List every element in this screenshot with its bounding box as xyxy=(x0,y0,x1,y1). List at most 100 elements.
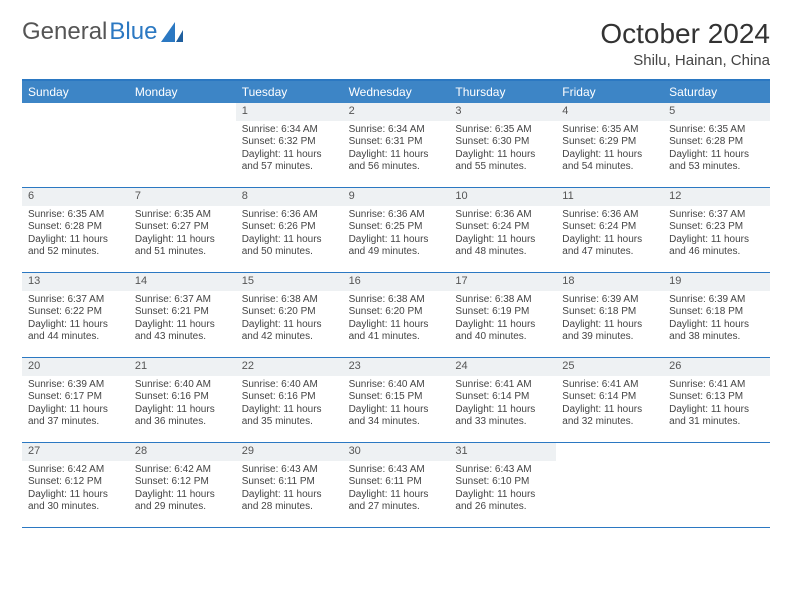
day-header: Wednesday xyxy=(343,81,450,103)
sunset-text: Sunset: 6:14 PM xyxy=(562,391,657,404)
day-number: 30 xyxy=(343,443,450,461)
sunset-text: Sunset: 6:17 PM xyxy=(28,391,123,404)
day-number: 6 xyxy=(22,188,129,206)
sunrise-text: Sunrise: 6:37 AM xyxy=(135,294,230,307)
calendar-cell: 16Sunrise: 6:38 AMSunset: 6:20 PMDayligh… xyxy=(343,273,450,357)
sunrise-text: Sunrise: 6:43 AM xyxy=(349,464,444,477)
day-header: Saturday xyxy=(663,81,770,103)
sunset-text: Sunset: 6:12 PM xyxy=(135,476,230,489)
daylight-text: Daylight: 11 hours and 51 minutes. xyxy=(135,234,230,259)
location: Shilu, Hainan, China xyxy=(600,52,770,69)
calendar-cell: 17Sunrise: 6:38 AMSunset: 6:19 PMDayligh… xyxy=(449,273,556,357)
calendar-cell: 13Sunrise: 6:37 AMSunset: 6:22 PMDayligh… xyxy=(22,273,129,357)
cell-body: Sunrise: 6:34 AMSunset: 6:31 PMDaylight:… xyxy=(343,121,450,180)
sunrise-text: Sunrise: 6:40 AM xyxy=(135,379,230,392)
sunrise-text: Sunrise: 6:39 AM xyxy=(28,379,123,392)
day-number: 18 xyxy=(556,273,663,291)
calendar-cell: 26Sunrise: 6:41 AMSunset: 6:13 PMDayligh… xyxy=(663,358,770,442)
cell-body: Sunrise: 6:41 AMSunset: 6:13 PMDaylight:… xyxy=(663,376,770,435)
calendar-cell: 23Sunrise: 6:40 AMSunset: 6:15 PMDayligh… xyxy=(343,358,450,442)
day-number: 17 xyxy=(449,273,556,291)
sunset-text: Sunset: 6:29 PM xyxy=(562,136,657,149)
sunrise-text: Sunrise: 6:39 AM xyxy=(562,294,657,307)
cell-body: Sunrise: 6:35 AMSunset: 6:28 PMDaylight:… xyxy=(22,206,129,265)
calendar-cell: 24Sunrise: 6:41 AMSunset: 6:14 PMDayligh… xyxy=(449,358,556,442)
calendar-cell: 3Sunrise: 6:35 AMSunset: 6:30 PMDaylight… xyxy=(449,103,556,187)
day-number: 20 xyxy=(22,358,129,376)
logo-text-2: Blue xyxy=(109,18,157,46)
day-header: Monday xyxy=(129,81,236,103)
day-number: 8 xyxy=(236,188,343,206)
sunrise-text: Sunrise: 6:37 AM xyxy=(669,209,764,222)
day-number: 13 xyxy=(22,273,129,291)
calendar-cell: 7Sunrise: 6:35 AMSunset: 6:27 PMDaylight… xyxy=(129,188,236,272)
sunrise-text: Sunrise: 6:36 AM xyxy=(562,209,657,222)
daylight-text: Daylight: 11 hours and 33 minutes. xyxy=(455,404,550,429)
calendar-cell xyxy=(663,443,770,527)
daylight-text: Daylight: 11 hours and 44 minutes. xyxy=(28,319,123,344)
day-number: 16 xyxy=(343,273,450,291)
calendar-cell: 22Sunrise: 6:40 AMSunset: 6:16 PMDayligh… xyxy=(236,358,343,442)
sunset-text: Sunset: 6:16 PM xyxy=(135,391,230,404)
sunset-text: Sunset: 6:22 PM xyxy=(28,306,123,319)
sunrise-text: Sunrise: 6:42 AM xyxy=(28,464,123,477)
cell-body: Sunrise: 6:40 AMSunset: 6:15 PMDaylight:… xyxy=(343,376,450,435)
calendar-cell: 2Sunrise: 6:34 AMSunset: 6:31 PMDaylight… xyxy=(343,103,450,187)
calendar-cell: 4Sunrise: 6:35 AMSunset: 6:29 PMDaylight… xyxy=(556,103,663,187)
cell-body: Sunrise: 6:43 AMSunset: 6:10 PMDaylight:… xyxy=(449,461,556,520)
sunrise-text: Sunrise: 6:36 AM xyxy=(349,209,444,222)
daylight-text: Daylight: 11 hours and 37 minutes. xyxy=(28,404,123,429)
calendar-cell: 9Sunrise: 6:36 AMSunset: 6:25 PMDaylight… xyxy=(343,188,450,272)
day-header: Tuesday xyxy=(236,81,343,103)
sunrise-text: Sunrise: 6:42 AM xyxy=(135,464,230,477)
calendar: Sunday Monday Tuesday Wednesday Thursday… xyxy=(22,79,770,528)
calendar-cell: 27Sunrise: 6:42 AMSunset: 6:12 PMDayligh… xyxy=(22,443,129,527)
sunrise-text: Sunrise: 6:35 AM xyxy=(562,124,657,137)
cell-body: Sunrise: 6:43 AMSunset: 6:11 PMDaylight:… xyxy=(236,461,343,520)
cell-body: Sunrise: 6:39 AMSunset: 6:18 PMDaylight:… xyxy=(663,291,770,350)
sunset-text: Sunset: 6:28 PM xyxy=(669,136,764,149)
sunset-text: Sunset: 6:25 PM xyxy=(349,221,444,234)
sunrise-text: Sunrise: 6:36 AM xyxy=(242,209,337,222)
daylight-text: Daylight: 11 hours and 48 minutes. xyxy=(455,234,550,259)
cell-body: Sunrise: 6:43 AMSunset: 6:11 PMDaylight:… xyxy=(343,461,450,520)
cell-body: Sunrise: 6:40 AMSunset: 6:16 PMDaylight:… xyxy=(129,376,236,435)
calendar-cell: 21Sunrise: 6:40 AMSunset: 6:16 PMDayligh… xyxy=(129,358,236,442)
day-header-row: Sunday Monday Tuesday Wednesday Thursday… xyxy=(22,81,770,103)
month-title: October 2024 xyxy=(600,18,770,50)
day-number: 23 xyxy=(343,358,450,376)
daylight-text: Daylight: 11 hours and 38 minutes. xyxy=(669,319,764,344)
day-number: 31 xyxy=(449,443,556,461)
sunset-text: Sunset: 6:14 PM xyxy=(455,391,550,404)
calendar-cell: 15Sunrise: 6:38 AMSunset: 6:20 PMDayligh… xyxy=(236,273,343,357)
sunrise-text: Sunrise: 6:43 AM xyxy=(242,464,337,477)
sunrise-text: Sunrise: 6:38 AM xyxy=(455,294,550,307)
daylight-text: Daylight: 11 hours and 39 minutes. xyxy=(562,319,657,344)
sunset-text: Sunset: 6:11 PM xyxy=(349,476,444,489)
calendar-cell: 28Sunrise: 6:42 AMSunset: 6:12 PMDayligh… xyxy=(129,443,236,527)
daylight-text: Daylight: 11 hours and 26 minutes. xyxy=(455,489,550,514)
sunset-text: Sunset: 6:15 PM xyxy=(349,391,444,404)
topbar: GeneralBlue October 2024 Shilu, Hainan, … xyxy=(22,18,770,69)
sunset-text: Sunset: 6:12 PM xyxy=(28,476,123,489)
calendar-week: 20Sunrise: 6:39 AMSunset: 6:17 PMDayligh… xyxy=(22,358,770,443)
calendar-cell: 6Sunrise: 6:35 AMSunset: 6:28 PMDaylight… xyxy=(22,188,129,272)
daylight-text: Daylight: 11 hours and 40 minutes. xyxy=(455,319,550,344)
day-number: 25 xyxy=(556,358,663,376)
day-header: Sunday xyxy=(22,81,129,103)
calendar-cell: 25Sunrise: 6:41 AMSunset: 6:14 PMDayligh… xyxy=(556,358,663,442)
cell-body: Sunrise: 6:42 AMSunset: 6:12 PMDaylight:… xyxy=(22,461,129,520)
calendar-cell: 29Sunrise: 6:43 AMSunset: 6:11 PMDayligh… xyxy=(236,443,343,527)
calendar-cell: 20 Sunrise: 6:39 AMSunset: 6:17 PMDayligh… xyxy=(22,358,129,442)
cell-body: Sunrise: 6:35 AMSunset: 6:28 PMDaylight:… xyxy=(663,121,770,180)
daylight-text: Daylight: 11 hours and 50 minutes. xyxy=(242,234,337,259)
sunset-text: Sunset: 6:20 PM xyxy=(242,306,337,319)
sunset-text: Sunset: 6:10 PM xyxy=(455,476,550,489)
day-number: 2 xyxy=(343,103,450,121)
sunset-text: Sunset: 6:24 PM xyxy=(455,221,550,234)
cell-body: Sunrise: 6:39 AMSunset: 6:18 PMDaylight:… xyxy=(556,291,663,350)
cell-body: Sunrise: 6:38 AMSunset: 6:19 PMDaylight:… xyxy=(449,291,556,350)
daylight-text: Daylight: 11 hours and 41 minutes. xyxy=(349,319,444,344)
daylight-text: Daylight: 11 hours and 43 minutes. xyxy=(135,319,230,344)
sunset-text: Sunset: 6:23 PM xyxy=(669,221,764,234)
